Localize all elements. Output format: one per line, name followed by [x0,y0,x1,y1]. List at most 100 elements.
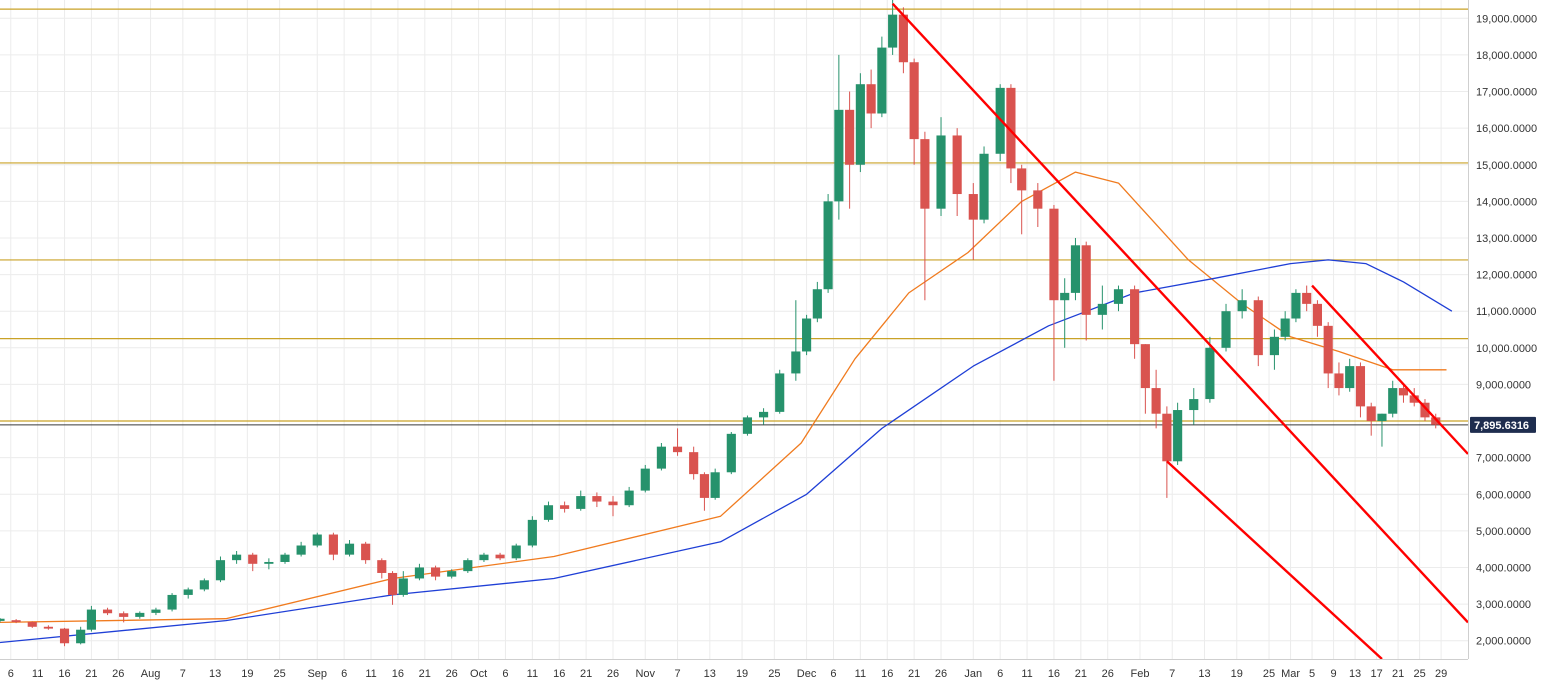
candle-body [495,554,505,559]
x-tick-label: Sep [307,668,327,680]
candle [527,516,537,548]
candle-body [328,534,338,555]
candle [689,446,699,480]
candle-body [361,543,371,561]
candle-body [1081,245,1091,315]
x-tick-label: 21 [1075,668,1087,680]
candle [215,556,226,583]
candle-body [1205,347,1215,400]
candle-body [640,468,650,491]
candle-body [1006,87,1016,169]
moving-averages [0,171,1453,644]
candle-body [608,501,618,506]
candle-body [387,572,398,595]
candle [511,543,521,561]
y-tick-label: 11,000.0000 [1476,306,1536,318]
candle [726,432,736,475]
candle-body [377,560,387,573]
candle-body [689,452,699,475]
y-tick-label: 9,000.0000 [1476,379,1531,391]
candle [968,183,978,260]
candle [479,552,489,562]
candle [27,621,37,628]
candle-body [979,153,989,220]
candle-body [344,543,355,555]
candle-body [1431,417,1441,425]
x-tick-label: 21 [85,668,97,680]
y-tick-label: 7,000.0000 [1476,453,1531,465]
candle-body [759,411,769,418]
candle [1173,402,1183,465]
candle-body [812,289,822,319]
x-tick-label: 11 [32,668,43,680]
trend-channel [891,2,1468,659]
candle-body [1189,399,1199,411]
y-tick-label: 10,000.0000 [1476,343,1537,355]
x-tick-label: 16 [553,668,565,680]
candle [845,91,855,209]
candle [1269,329,1279,370]
candle-body [86,609,96,630]
candle [59,627,70,647]
candle-body [248,554,258,564]
candle [1334,362,1344,396]
candle [361,541,371,564]
candle-body [1237,300,1247,312]
candle-body [1097,303,1107,315]
x-tick-label: 16 [392,668,404,680]
candle-body [1033,190,1043,209]
candle [936,117,946,217]
candle-body [624,490,634,506]
candle [1205,336,1215,403]
x-tick-label: 11 [365,668,376,680]
candle-body [447,571,457,577]
candle-body [1221,311,1231,348]
candle-body [151,609,161,613]
candle [183,587,193,599]
candle [1280,311,1290,341]
candle-body [936,135,946,209]
candle-body [742,417,753,434]
x-tick-label: 16 [881,668,893,680]
candle-body [888,14,898,48]
candle-body [1409,395,1419,403]
trend-line [891,2,1468,624]
candle-body [430,567,441,577]
x-tick-label: 16 [1048,668,1060,680]
candle [775,369,785,414]
candle-body [1060,292,1070,301]
candle-body [1312,303,1323,326]
candle [834,54,844,220]
x-tick-label: 6 [997,668,1003,680]
candle-body [27,622,37,627]
candle-body [463,560,473,572]
candle [1312,300,1323,337]
candle-body [1130,289,1140,345]
candle-body [215,560,226,581]
candle [560,501,570,513]
candle-body [802,318,812,352]
candle-body [1366,406,1376,422]
candle-body [135,612,145,617]
x-tick-label: 19 [1231,668,1243,680]
candle [742,415,753,436]
candle-body [511,545,521,559]
candle [135,611,145,619]
candle [791,300,801,381]
candle-body [1173,410,1183,462]
current-price-badge-bg [1470,416,1536,433]
candle-body [775,373,785,412]
x-tick-label: 9 [1331,668,1337,680]
x-tick-label: Feb [1131,668,1150,680]
candle [909,58,919,165]
candle-body [866,84,876,114]
candle [1017,164,1027,235]
y-tick-label: 4,000.0000 [1476,562,1531,574]
candle [430,565,441,581]
x-axis: 6 11 16 21 26 Aug 7 13 19 25 Sep 6 11 16 21 26 Oct 6 11 16 2… [8,668,1448,680]
candle-body [845,109,855,165]
ma-fast-line [0,171,1447,624]
candle [1355,362,1366,418]
